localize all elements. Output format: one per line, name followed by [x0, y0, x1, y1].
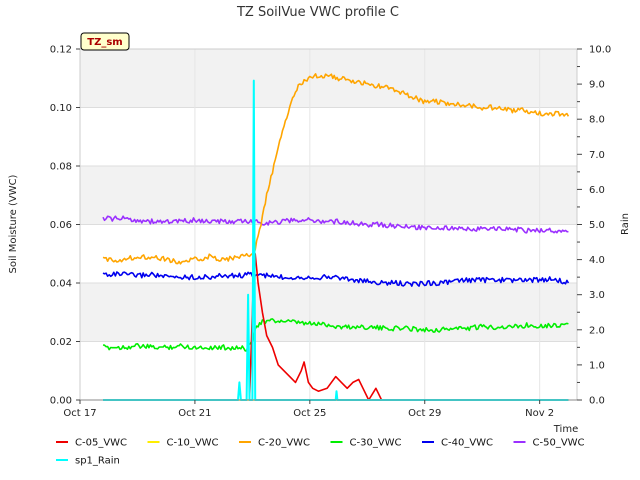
right-tick-label: 8.0	[589, 115, 605, 126]
legend-label-sp1-rain: sp1_Rain	[75, 456, 120, 467]
right-tick-label: 6.0	[589, 185, 605, 196]
right-tick-label: 7.0	[589, 150, 605, 161]
y-axis-label-left: Soil Moisture (VWC)	[8, 174, 19, 273]
series-line-c-30-vwc	[102, 318, 569, 352]
series-line-c-50-vwc	[102, 215, 569, 234]
right-tick-label: 4.0	[589, 255, 605, 266]
legend-label-c-20-vwc: C-20_VWC	[258, 438, 310, 449]
y-axis-label-right: Rain	[620, 213, 631, 235]
legend-label-c-50-vwc: C-50_VWC	[533, 438, 585, 449]
x-tick-label: Oct 17	[63, 408, 96, 419]
left-tick-label: 0.04	[50, 279, 72, 290]
x-axis-label: Time	[553, 424, 578, 435]
x-tick-label: Oct 29	[408, 408, 441, 419]
right-tick-label: 9.0	[589, 80, 605, 91]
station-badge-label: TZ_sm	[87, 37, 122, 48]
x-tick-label: Nov 2	[525, 408, 554, 419]
left-axis-ticks: 0.00 0.02 0.04 0.06 0.08 0.10 0.12	[50, 45, 80, 407]
right-tick-label: 0.0	[589, 396, 605, 407]
legend: C-05_VWC C-10_VWC C-20_VWC C-30_VWC C-40_VWC…	[56, 438, 585, 467]
right-tick-label: 10.0	[589, 45, 611, 56]
legend-label-c-40-vwc: C-40_VWC	[441, 438, 493, 449]
left-tick-label: 0.02	[50, 337, 72, 348]
station-badge: TZ_sm	[80, 32, 130, 51]
chart-title: TZ SoilVue VWC profile C	[236, 5, 399, 20]
right-tick-label: 1.0	[589, 360, 605, 371]
right-tick-label: 5.0	[589, 220, 605, 231]
station-badge-box	[80, 32, 130, 51]
x-axis-ticks: Oct 17 Oct 21 Oct 25 Oct 29 Nov 2	[63, 400, 554, 419]
right-axis-ticks: 0.0 1.0 2.0 3.0 4.0 5.0 6.0 7.0 8.0 9.0 10.0	[577, 45, 611, 407]
series-line-c-40-vwc	[102, 271, 570, 287]
left-tick-label: 0.12	[50, 45, 72, 56]
x-tick-label: Oct 21	[178, 408, 211, 419]
legend-label-c-05-vwc: C-05_VWC	[75, 438, 127, 449]
grid-band	[80, 166, 577, 225]
grid-band	[80, 49, 577, 108]
grid-bands	[80, 49, 577, 342]
series-line-c-20-vwc	[102, 73, 570, 265]
left-tick-label: 0.08	[50, 162, 72, 173]
left-tick-label: 0.00	[50, 396, 72, 407]
left-tick-label: 0.10	[50, 103, 72, 114]
right-tick-label: 3.0	[589, 290, 605, 301]
legend-label-c-10-vwc: C-10_VWC	[167, 438, 219, 449]
grid-band	[80, 283, 577, 342]
legend-label-c-30-vwc: C-30_VWC	[350, 438, 402, 449]
right-tick-label: 2.0	[589, 325, 605, 336]
x-tick-label: Oct 25	[293, 408, 326, 419]
left-tick-label: 0.06	[50, 220, 72, 231]
